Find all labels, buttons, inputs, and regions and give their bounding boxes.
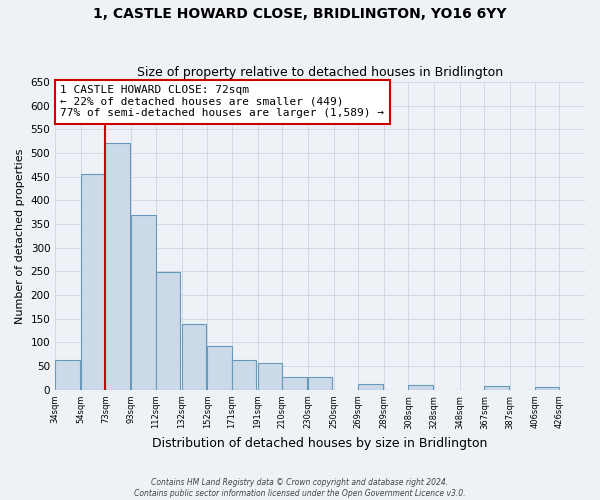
Bar — [409, 384, 433, 390]
Bar — [308, 377, 332, 390]
Bar — [131, 214, 156, 390]
X-axis label: Distribution of detached houses by size in Bridlington: Distribution of detached houses by size … — [152, 437, 488, 450]
Bar — [282, 378, 307, 390]
Bar — [232, 360, 256, 390]
Text: Contains HM Land Registry data © Crown copyright and database right 2024.
Contai: Contains HM Land Registry data © Crown c… — [134, 478, 466, 498]
Bar — [358, 384, 383, 390]
Bar — [535, 387, 559, 390]
Title: Size of property relative to detached houses in Bridlington: Size of property relative to detached ho… — [137, 66, 503, 80]
Text: 1, CASTLE HOWARD CLOSE, BRIDLINGTON, YO16 6YY: 1, CASTLE HOWARD CLOSE, BRIDLINGTON, YO1… — [93, 8, 507, 22]
Y-axis label: Number of detached properties: Number of detached properties — [15, 148, 25, 324]
Bar — [257, 363, 282, 390]
Bar — [207, 346, 232, 390]
Text: 1 CASTLE HOWARD CLOSE: 72sqm
← 22% of detached houses are smaller (449)
77% of s: 1 CASTLE HOWARD CLOSE: 72sqm ← 22% of de… — [61, 85, 385, 118]
Bar — [81, 174, 106, 390]
Bar — [182, 324, 206, 390]
Bar — [106, 143, 130, 390]
Bar — [484, 386, 509, 390]
Bar — [156, 272, 180, 390]
Bar — [55, 360, 80, 390]
